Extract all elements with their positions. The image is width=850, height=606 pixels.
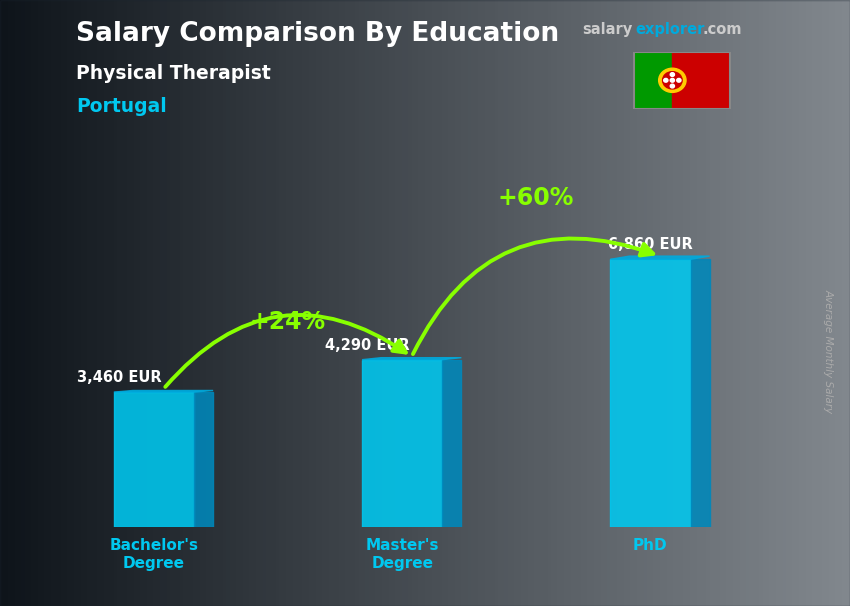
Text: Physical Therapist: Physical Therapist [76,64,271,82]
Polygon shape [442,360,462,527]
Text: +60%: +60% [497,185,574,210]
Bar [610,259,690,527]
Text: Salary Comparison By Education: Salary Comparison By Education [76,21,559,47]
Text: .com: .com [702,22,741,38]
Bar [672,52,731,109]
Bar [633,52,672,109]
Text: 6,860 EUR: 6,860 EUR [608,238,693,252]
FancyArrowPatch shape [413,239,654,354]
Circle shape [677,78,681,82]
Bar [362,360,442,527]
Text: Average Monthly Salary: Average Monthly Salary [824,290,834,413]
FancyArrowPatch shape [165,315,405,387]
Polygon shape [194,392,213,527]
Text: Portugal: Portugal [76,97,167,116]
Text: explorer: explorer [636,22,705,38]
Circle shape [671,84,674,88]
Circle shape [671,73,674,76]
Text: salary: salary [582,22,632,38]
Bar [114,392,194,527]
Polygon shape [362,358,462,360]
Circle shape [671,78,674,82]
Circle shape [664,78,668,82]
Text: 3,460 EUR: 3,460 EUR [77,370,162,385]
Polygon shape [690,259,710,527]
Circle shape [663,72,682,89]
Text: +24%: +24% [250,310,326,334]
Text: 4,290 EUR: 4,290 EUR [326,338,410,353]
Circle shape [659,68,686,92]
Polygon shape [114,390,213,392]
Polygon shape [610,256,710,259]
